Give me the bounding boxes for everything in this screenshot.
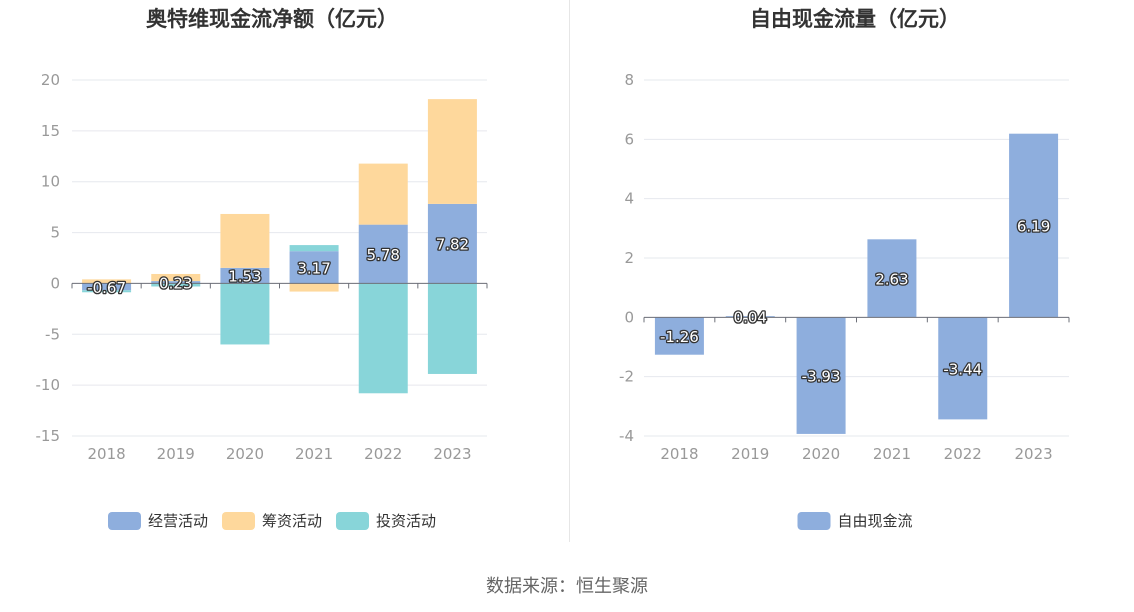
bar (82, 283, 132, 291)
data-labels: -0.67 0.23 1.53 3.17 5.78 7.82 (86, 234, 471, 298)
bar (938, 317, 988, 420)
data-label: -1.26 (660, 328, 699, 346)
legend-swatch (797, 512, 831, 530)
data-label: 1.53 (228, 268, 261, 286)
bar (220, 267, 270, 284)
bar (1009, 133, 1059, 318)
y-tick-label: -10 (36, 376, 61, 394)
data-label: 7.82 (436, 236, 469, 254)
bar (82, 290, 132, 293)
y-tick-label: 15 (41, 122, 60, 140)
x-tick-label: 2019 (731, 445, 769, 463)
data-label: 5.78 (367, 246, 400, 264)
legend-label: 筹资活动 (262, 512, 322, 530)
legend: 自由现金流 (797, 512, 913, 530)
x-tick-label: 2018 (660, 445, 698, 463)
data-label: 2.63 (875, 270, 908, 288)
bar (220, 213, 270, 268)
bar (358, 283, 408, 394)
x-tick-label: 2023 (1014, 445, 1052, 463)
legend-label: 自由现金流 (838, 512, 913, 530)
data-labels: -1.26 0.04 -3.93 2.63 -3.44 6.19 (659, 216, 1052, 387)
y-tick-label: 4 (624, 190, 634, 208)
y-axis: 20 15 10 5 0 -5 -10 -15 (36, 71, 61, 445)
x-tick-label: 2018 (87, 445, 125, 463)
legend-label: 投资活动 (376, 512, 436, 530)
bar (725, 316, 775, 318)
bars (654, 133, 1059, 434)
data-label: 6.19 (1017, 218, 1050, 236)
x-tick-label: 2021 (295, 445, 333, 463)
bar (427, 283, 477, 374)
y-tick-label: 10 (41, 173, 60, 191)
bar (358, 224, 408, 284)
data-source: 数据来源：恒生聚源 (486, 576, 648, 597)
y-tick-label: 5 (50, 224, 60, 242)
data-label: -3.93 (802, 368, 841, 386)
zero-baseline (643, 316, 1070, 323)
bars (82, 99, 477, 394)
y-tick-label: 0 (624, 308, 634, 326)
legend-swatch (222, 512, 255, 530)
data-label: 3.17 (297, 259, 330, 277)
panel-divider (569, 0, 570, 542)
bar (654, 317, 704, 355)
x-tick-label: 2022 (364, 445, 402, 463)
bar (82, 279, 132, 284)
bar (796, 317, 846, 434)
bar (220, 283, 270, 345)
bar (289, 251, 339, 284)
legend-item: 自由现金流 (797, 512, 913, 530)
y-tick-label: 0 (50, 274, 60, 292)
y-tick-label: -2 (619, 368, 634, 386)
data-label: -3.44 (943, 360, 982, 378)
y-tick-label: 6 (624, 130, 634, 148)
bar (867, 239, 917, 318)
y-tick-label: 2 (624, 249, 634, 267)
y-tick-label: 8 (624, 71, 634, 89)
zero-baseline (71, 282, 488, 289)
x-tick-label: 2021 (873, 445, 911, 463)
legend-swatch (108, 512, 141, 530)
bar (289, 283, 339, 292)
y-tick-label: -4 (619, 427, 634, 445)
bar (289, 245, 339, 252)
legend-item: 经营活动 (108, 512, 208, 530)
y-tick-label: -5 (45, 325, 60, 343)
y-tick-label: -15 (36, 427, 61, 445)
bar (151, 281, 201, 284)
bar (427, 203, 477, 284)
x-tick-label: 2019 (157, 445, 195, 463)
data-label: 0.04 (734, 309, 767, 327)
chart-title: 自由现金流量（亿元） (750, 7, 960, 31)
bar (151, 273, 201, 282)
bar (358, 163, 408, 225)
bar (427, 99, 477, 204)
data-label: -0.67 (87, 279, 126, 297)
legend: 经营活动 筹资活动 投资活动 (108, 512, 436, 530)
chart-grid (644, 79, 1069, 437)
chart-grid (72, 79, 487, 437)
x-tick-label: 2023 (433, 445, 471, 463)
bar (151, 283, 201, 287)
x-tick-label: 2020 (226, 445, 264, 463)
data-label: 0.23 (159, 274, 192, 292)
legend-item: 筹资活动 (222, 512, 322, 530)
legend-label: 经营活动 (148, 512, 208, 530)
free-cash-flow-chart: 自由现金流量（亿元） 8 6 4 2 0 -2 -4 2018 2019 2020 2021 202… (619, 7, 1070, 530)
chart-title: 奥特维现金流净额（亿元） (146, 7, 398, 31)
x-axis: 2018 2019 2020 2021 2022 2023 (660, 445, 1052, 463)
legend-swatch (336, 512, 369, 530)
x-tick-label: 2022 (944, 445, 982, 463)
y-axis: 8 6 4 2 0 -2 -4 (619, 71, 634, 445)
x-axis: 2018 2019 2020 2021 2022 2023 (87, 445, 471, 463)
y-tick-label: 20 (41, 71, 60, 89)
x-tick-label: 2020 (802, 445, 840, 463)
legend-item: 投资活动 (336, 512, 436, 530)
